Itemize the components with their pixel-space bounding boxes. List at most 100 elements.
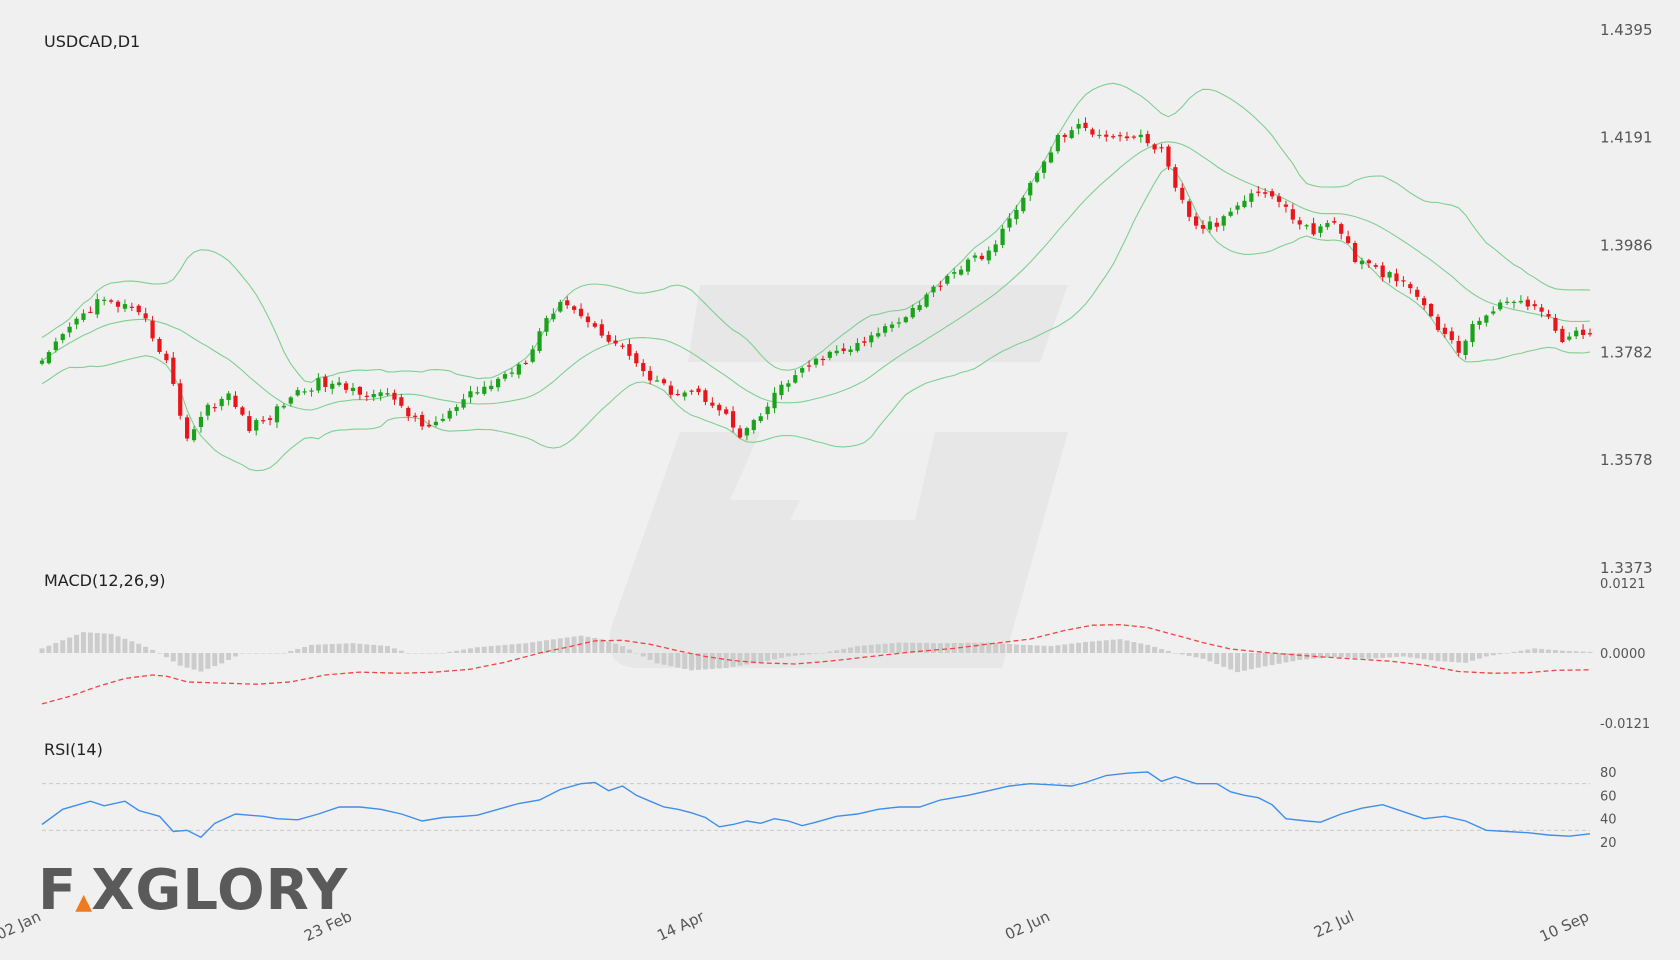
candle-body <box>668 385 673 395</box>
candle-body <box>60 334 65 341</box>
macd-histogram-bar-127 <box>917 642 923 653</box>
candle-175 <box>1249 189 1254 208</box>
candle-body <box>185 417 190 439</box>
candle-23 <box>198 411 204 433</box>
candle-body <box>1311 223 1316 235</box>
macd-histogram-bar-139 <box>1000 643 1006 653</box>
candle-32 <box>261 416 266 424</box>
macd-histogram-bar-38 <box>302 646 308 653</box>
macd-histogram-bar-39 <box>309 644 315 653</box>
macd-histogram-bar-35 <box>281 653 287 654</box>
candle-body <box>406 407 411 417</box>
macd-histogram-bar-191 <box>1359 653 1365 659</box>
candle-149 <box>1069 126 1074 140</box>
candle-138 <box>993 240 998 256</box>
candle-body <box>689 390 694 392</box>
candle-body <box>115 301 121 307</box>
candle-82 <box>606 331 611 344</box>
candle-body <box>129 306 134 308</box>
macd-signal-line <box>41 624 1591 705</box>
candle-127 <box>917 301 922 312</box>
candle-117 <box>848 345 853 356</box>
candle-body <box>986 250 991 261</box>
macd-histogram-bar-47 <box>364 644 370 653</box>
candle-221 <box>1567 332 1572 342</box>
candle-204 <box>1449 327 1454 344</box>
candle-176 <box>1256 186 1261 197</box>
candle-22 <box>191 426 197 443</box>
candle-body <box>627 344 632 356</box>
macd-histogram-bar-205 <box>1456 653 1462 663</box>
candle-57 <box>433 416 439 427</box>
candle-53 <box>406 406 411 422</box>
rsi-tick-label-2: 40 <box>1600 813 1617 828</box>
candle-body <box>1256 191 1261 193</box>
candle-body <box>931 286 936 293</box>
candle-body <box>661 379 667 384</box>
macd-histogram-bar-174 <box>1241 653 1247 671</box>
candle-body <box>337 382 342 386</box>
candle-body <box>1097 134 1102 137</box>
candle-body <box>959 269 964 275</box>
candle-body <box>1028 182 1033 196</box>
candle-body <box>426 424 432 427</box>
macd-histogram-bar-102 <box>744 653 750 665</box>
macd-histogram-bar-101 <box>737 653 743 666</box>
candle-body <box>1553 317 1558 331</box>
macd-histogram-bar-143 <box>1027 645 1033 653</box>
macd-histogram-bar-81 <box>599 639 605 653</box>
candle-body <box>1290 209 1295 220</box>
candle-193 <box>1373 263 1378 269</box>
macd-histogram-bar-3 <box>60 640 66 653</box>
candle-body <box>544 318 549 332</box>
macd-histogram-bar-85 <box>626 649 632 653</box>
candle-79 <box>585 312 591 328</box>
macd-histogram-bar-115 <box>834 650 840 653</box>
macd-histogram-bar-67 <box>502 644 508 653</box>
macd-histogram-bar-176 <box>1255 653 1261 668</box>
candle-151 <box>1083 117 1088 132</box>
candle-90 <box>661 377 667 386</box>
macd-histogram-bar-123 <box>889 643 895 653</box>
candle-body <box>171 357 176 384</box>
candle-140 <box>1007 213 1012 232</box>
macd-histogram-bar-100 <box>730 653 736 667</box>
macd-histogram-bar-103 <box>751 653 757 664</box>
macd-histogram-bar-151 <box>1083 642 1089 653</box>
candle-body <box>1207 221 1213 230</box>
candle-3 <box>60 332 65 344</box>
macd-histogram-bar-179 <box>1276 653 1282 664</box>
candle-body <box>696 388 701 393</box>
candle-65 <box>489 380 494 392</box>
macd-histogram-bar-48 <box>371 644 377 653</box>
rsi-tick-label-1: 60 <box>1600 789 1617 804</box>
candle-217 <box>1539 304 1544 318</box>
candle-body <box>779 384 784 396</box>
macd-histogram-bar-162 <box>1159 648 1165 653</box>
macd-histogram-bar-118 <box>854 646 860 653</box>
macd-histogram-bar-23 <box>198 653 204 672</box>
macd-histogram-bar-13 <box>129 641 135 653</box>
macd-histogram-bar-167 <box>1193 653 1199 658</box>
candle-26 <box>219 396 224 411</box>
candle-183 <box>1304 223 1309 230</box>
candle-174 <box>1242 195 1247 209</box>
macd-histogram-bar-109 <box>792 653 798 656</box>
macd-histogram-bar-136 <box>979 642 985 653</box>
candle-210 <box>1491 306 1496 316</box>
macd-histogram-bar-27 <box>226 653 232 660</box>
price-tick-label-2: 1.3986 <box>1600 236 1653 254</box>
candle-223 <box>1580 324 1586 339</box>
candle-body <box>350 387 356 392</box>
candle-body <box>1104 134 1109 137</box>
candle-body <box>1304 225 1309 227</box>
candle-88 <box>648 366 653 385</box>
candle-body <box>468 391 473 398</box>
candle-122 <box>883 323 888 337</box>
macd-histogram-bar-119 <box>861 645 867 653</box>
candle-body <box>1124 136 1130 139</box>
candle-184 <box>1311 217 1316 237</box>
candle-body <box>634 353 639 364</box>
candle-body <box>1014 209 1019 220</box>
